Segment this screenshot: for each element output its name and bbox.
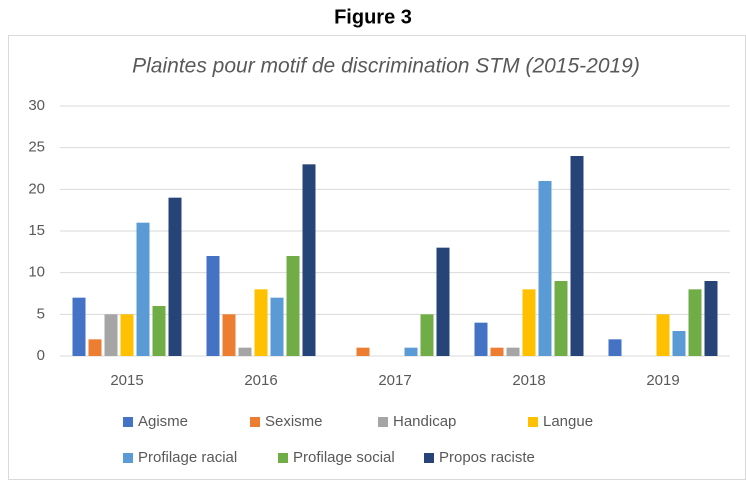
y-tick-label: 5 [37, 305, 45, 322]
y-tick-label: 25 [28, 139, 45, 156]
y-tick-label: 15 [28, 222, 45, 239]
legend-swatch [123, 453, 133, 463]
bar [120, 314, 134, 356]
legend-label: Langue [543, 413, 593, 430]
y-tick-label: 0 [37, 347, 45, 364]
bar [104, 314, 118, 356]
legend-swatch [250, 417, 260, 427]
bar [206, 256, 220, 356]
bar [538, 181, 552, 356]
legend-label: Profilage social [293, 449, 395, 466]
legend-swatch [123, 417, 133, 427]
y-tick-label: 30 [28, 97, 45, 114]
bar [270, 297, 284, 356]
bar [436, 247, 450, 356]
legend-label: Sexisme [265, 413, 323, 430]
x-tick-label: 2015 [110, 372, 143, 389]
chart-title: Plaintes pour motif de discrimination ST… [132, 55, 640, 78]
bar [704, 281, 718, 356]
bar [136, 222, 150, 356]
legend-swatch [424, 453, 434, 463]
legend-swatch [278, 453, 288, 463]
bar [88, 339, 102, 356]
y-tick-label: 20 [28, 180, 45, 197]
bar [222, 314, 236, 356]
y-tick-label: 10 [28, 264, 45, 281]
bar [672, 331, 686, 356]
bar [238, 347, 252, 356]
bar [474, 322, 488, 356]
bar [570, 156, 584, 356]
bar [404, 347, 418, 356]
legend-label: Handicap [393, 413, 456, 430]
x-tick-label: 2018 [512, 372, 545, 389]
bar [420, 314, 434, 356]
legend-label: Propos raciste [439, 449, 535, 466]
bar [608, 339, 622, 356]
bar [286, 256, 300, 356]
x-tick-label: 2019 [646, 372, 679, 389]
bar [302, 164, 316, 356]
bar [688, 289, 702, 356]
legend-swatch [528, 417, 538, 427]
legend-swatch [378, 417, 388, 427]
chart-border [8, 35, 746, 480]
bar [152, 306, 166, 356]
bar [254, 289, 268, 356]
bar [356, 347, 370, 356]
figure-label: Figure 3 [334, 6, 412, 28]
bar [656, 314, 670, 356]
bar [506, 347, 520, 356]
bar [490, 347, 504, 356]
bar [72, 297, 86, 356]
x-tick-label: 2017 [378, 372, 411, 389]
bar [522, 289, 536, 356]
legend-label: Agisme [138, 413, 188, 430]
legend-label: Profilage racial [138, 449, 237, 466]
bar [554, 281, 568, 356]
bar [168, 197, 182, 356]
x-tick-label: 2016 [244, 372, 277, 389]
